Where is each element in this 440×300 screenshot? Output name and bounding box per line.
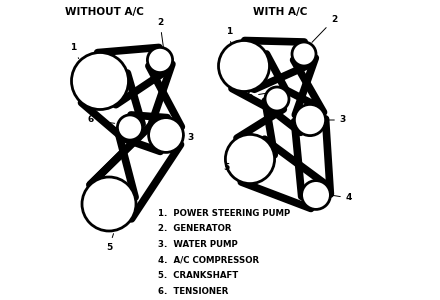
Text: 3: 3 bbox=[328, 116, 346, 124]
Text: 5: 5 bbox=[223, 159, 229, 172]
Text: 1: 1 bbox=[226, 27, 232, 43]
Circle shape bbox=[301, 181, 330, 209]
Text: 1.  POWER STEERING PUMP: 1. POWER STEERING PUMP bbox=[158, 208, 291, 217]
Text: 6.  TENSIONER: 6. TENSIONER bbox=[158, 286, 229, 296]
Text: WITHOUT A/C: WITHOUT A/C bbox=[65, 8, 144, 17]
Circle shape bbox=[149, 118, 183, 152]
Text: 1: 1 bbox=[70, 44, 79, 59]
Text: 5: 5 bbox=[106, 234, 114, 252]
Text: 3: 3 bbox=[183, 134, 193, 142]
Text: 2: 2 bbox=[157, 18, 163, 47]
Circle shape bbox=[219, 40, 269, 92]
Text: 3.  WATER PUMP: 3. WATER PUMP bbox=[158, 240, 238, 249]
Circle shape bbox=[117, 115, 143, 140]
Text: 4.  A/C COMPRESSOR: 4. A/C COMPRESSOR bbox=[158, 255, 260, 264]
Text: 2.  GENERATOR: 2. GENERATOR bbox=[158, 224, 232, 233]
Circle shape bbox=[292, 42, 316, 66]
Circle shape bbox=[82, 177, 136, 231]
Text: 6: 6 bbox=[88, 116, 115, 124]
Text: 4: 4 bbox=[333, 194, 352, 202]
Text: 2: 2 bbox=[312, 15, 337, 42]
Circle shape bbox=[147, 47, 172, 73]
Circle shape bbox=[265, 87, 289, 111]
Text: 5.  CRANKSHAFT: 5. CRANKSHAFT bbox=[158, 271, 239, 280]
Circle shape bbox=[72, 52, 128, 110]
Text: 6: 6 bbox=[247, 92, 265, 100]
Text: WITH A/C: WITH A/C bbox=[253, 8, 307, 17]
Circle shape bbox=[225, 134, 275, 184]
Circle shape bbox=[294, 104, 326, 136]
